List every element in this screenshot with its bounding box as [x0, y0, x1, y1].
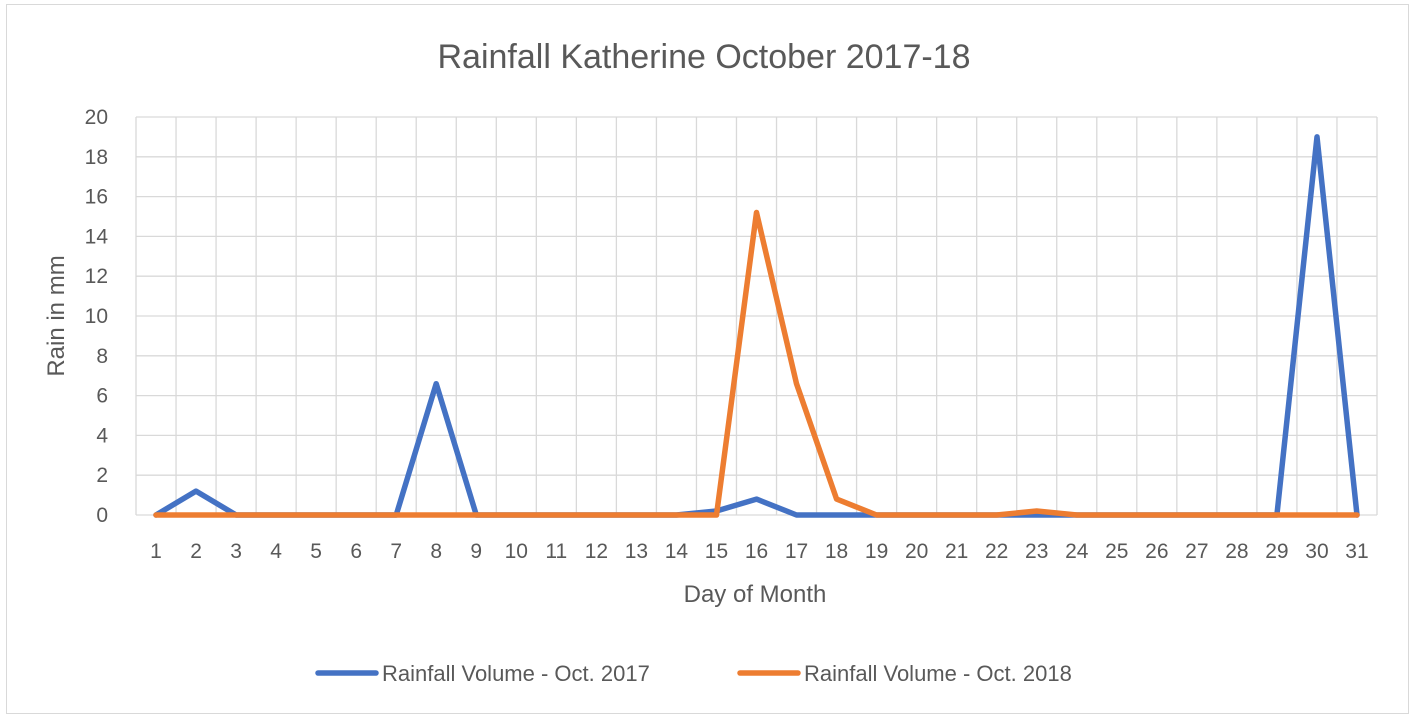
x-tick-label: 24: [1065, 540, 1089, 563]
x-tick-label: 7: [390, 540, 402, 563]
x-tick-label: 26: [1145, 540, 1168, 563]
x-axis-ticks: 1 2 3 4 5 6 7 8 9 10 11 12 13 14 15 16 17 18 19 20 21 22 23 24 2…: [150, 540, 1368, 563]
x-tick-label: 11: [545, 540, 567, 563]
x-tick-label: 18: [825, 540, 848, 563]
x-tick-label: 30: [1305, 540, 1328, 563]
series-line-2018: [153, 209, 1360, 518]
x-tick-label: 22: [985, 540, 1008, 563]
x-tick-label: 1: [150, 540, 162, 563]
x-tick-label: 5: [310, 540, 322, 563]
x-tick-label: 21: [945, 540, 968, 563]
x-tick-label: 9: [470, 540, 482, 563]
legend-item-2017[interactable]: Rainfall Volume - Oct. 2017: [315, 661, 650, 686]
x-tick-label: 23: [1025, 540, 1048, 563]
x-tick-label: 3: [230, 540, 242, 563]
y-axis-ticks: 0 2 4 6 8 10 12 14 16 18 20: [85, 106, 109, 527]
y-tick-label: 14: [85, 225, 109, 248]
y-tick-label: 16: [85, 186, 108, 209]
x-tick-label: 2: [190, 540, 202, 563]
chart-title: Rainfall Katherine October 2017-18: [438, 38, 971, 76]
x-tick-label: 10: [505, 540, 528, 563]
y-tick-label: 2: [96, 464, 108, 487]
x-tick-label: 29: [1265, 540, 1288, 563]
x-axis-title: Day of Month: [684, 581, 827, 608]
chart-frame: [6, 4, 1409, 714]
legend-label: Rainfall Volume - Oct. 2018: [804, 661, 1072, 686]
x-tick-label: 28: [1225, 540, 1248, 563]
x-tick-label: 27: [1185, 540, 1208, 563]
x-tick-label: 6: [350, 540, 362, 563]
legend: Rainfall Volume - Oct. 2017 Rainfall Vol…: [315, 661, 1072, 686]
x-tick-label: 4: [270, 540, 282, 563]
x-tick-label: 13: [625, 540, 648, 563]
x-tick-label: 25: [1105, 540, 1128, 563]
series: [153, 134, 1360, 518]
x-tick-label: 14: [665, 540, 689, 563]
x-tick-label: 17: [785, 540, 808, 563]
y-tick-label: 18: [85, 146, 108, 169]
x-tick-label: 15: [705, 540, 728, 563]
grid: [135, 116, 1378, 516]
y-tick-label: 20: [85, 106, 108, 129]
x-tick-label: 20: [905, 540, 928, 563]
x-tick-label: 19: [865, 540, 888, 563]
x-tick-label: 8: [430, 540, 442, 563]
legend-label: Rainfall Volume - Oct. 2017: [382, 661, 650, 686]
legend-item-2018[interactable]: Rainfall Volume - Oct. 2018: [737, 661, 1072, 686]
x-tick-label: 16: [745, 540, 768, 563]
y-tick-label: 6: [96, 385, 108, 408]
x-tick-label: 31: [1345, 540, 1368, 563]
y-tick-label: 12: [85, 265, 108, 288]
y-tick-label: 4: [96, 424, 108, 447]
y-tick-label: 0: [96, 504, 108, 527]
y-tick-label: 8: [96, 345, 108, 368]
y-axis-title: Rain in mm: [43, 255, 70, 376]
y-tick-label: 10: [85, 305, 108, 328]
x-tick-label: 12: [585, 540, 608, 563]
